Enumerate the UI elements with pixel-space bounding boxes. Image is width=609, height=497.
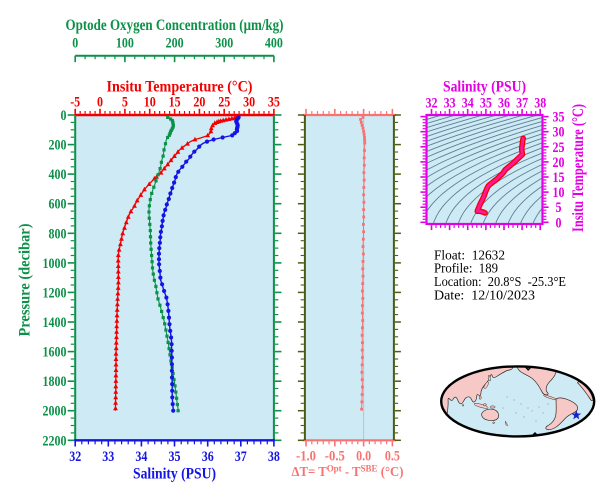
svg-text:32: 32 — [69, 449, 81, 465]
svg-text:600: 600 — [49, 197, 67, 213]
svg-text:35: 35 — [268, 94, 280, 110]
svg-text:15: 15 — [169, 94, 181, 110]
svg-text:36: 36 — [202, 449, 214, 465]
svg-text:2200: 2200 — [43, 433, 67, 449]
svg-text:35: 35 — [553, 110, 565, 126]
svg-text:Profile: 189: Profile: 189 — [434, 262, 498, 277]
svg-text:400: 400 — [49, 167, 67, 183]
svg-text:-1.0: -1.0 — [296, 449, 316, 465]
svg-text:-0.5: -0.5 — [325, 449, 345, 465]
svg-text:ΔT= TOpt - TSBE (°C): ΔT= TOpt - TSBE (°C) — [292, 464, 404, 479]
svg-text:25: 25 — [553, 140, 565, 156]
svg-text:0: 0 — [72, 36, 78, 52]
svg-text:2000: 2000 — [43, 404, 67, 420]
svg-text:5: 5 — [556, 200, 562, 216]
svg-text:20: 20 — [193, 94, 205, 110]
svg-text:Date: 12/10/2023: Date: 12/10/2023 — [434, 288, 535, 303]
svg-text:0: 0 — [61, 108, 67, 124]
svg-text:32: 32 — [426, 96, 438, 112]
svg-text:30: 30 — [553, 125, 565, 141]
svg-text:1600: 1600 — [43, 345, 67, 361]
svg-text:1000: 1000 — [43, 256, 67, 272]
svg-text:Salinity (PSU): Salinity (PSU) — [133, 466, 216, 483]
svg-text:33: 33 — [444, 96, 456, 112]
svg-text:Salinity (PSU): Salinity (PSU) — [443, 79, 526, 96]
svg-text:35: 35 — [480, 96, 492, 112]
svg-text:1400: 1400 — [43, 315, 67, 331]
svg-text:0: 0 — [97, 94, 103, 110]
svg-text:5: 5 — [122, 94, 128, 110]
svg-text:34: 34 — [135, 449, 147, 465]
svg-text:0: 0 — [556, 215, 562, 231]
svg-text:Optode Oxygen Concentration (μ: Optode Oxygen Concentration (μm/kg) — [66, 17, 284, 34]
svg-text:20: 20 — [553, 155, 565, 171]
svg-text:33: 33 — [102, 449, 114, 465]
svg-text:200: 200 — [49, 138, 67, 154]
svg-text:200: 200 — [166, 36, 184, 52]
svg-text:Pressure (decibar): Pressure (decibar) — [17, 224, 34, 337]
svg-text:Location: 20.8°S -25.3°E: Location: 20.8°S -25.3°E — [434, 275, 566, 290]
svg-text:0.5: 0.5 — [385, 449, 400, 465]
svg-text:Float: 12632: Float: 12632 — [434, 248, 505, 263]
svg-text:10: 10 — [144, 94, 156, 110]
svg-text:35: 35 — [169, 449, 181, 465]
svg-text:-5: -5 — [70, 94, 80, 110]
svg-text:800: 800 — [49, 226, 67, 242]
svg-text:38: 38 — [268, 449, 280, 465]
svg-text:36: 36 — [498, 96, 510, 112]
svg-text:400: 400 — [265, 36, 283, 52]
svg-text:10: 10 — [553, 185, 565, 201]
svg-text:38: 38 — [534, 96, 546, 112]
svg-text:37: 37 — [235, 449, 247, 465]
svg-text:30: 30 — [243, 94, 255, 110]
svg-text:100: 100 — [116, 36, 134, 52]
svg-text:0.0: 0.0 — [356, 449, 371, 465]
svg-text:1800: 1800 — [43, 374, 67, 390]
svg-text:1200: 1200 — [43, 285, 67, 301]
svg-text:37: 37 — [516, 96, 528, 112]
svg-text:34: 34 — [462, 96, 474, 112]
svg-text:300: 300 — [215, 36, 233, 52]
svg-text:15: 15 — [553, 170, 565, 186]
svg-text:25: 25 — [218, 94, 230, 110]
svg-text:Insitu Temperature (°C): Insitu Temperature (°C) — [107, 79, 253, 96]
svg-text:Insitu Temperature (°C): Insitu Temperature (°C) — [570, 104, 587, 232]
